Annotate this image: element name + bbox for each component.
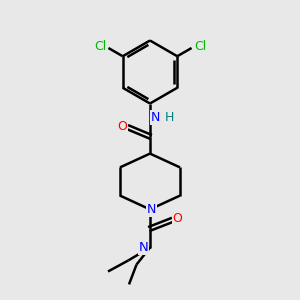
Text: O: O bbox=[118, 120, 127, 133]
Text: N: N bbox=[151, 111, 160, 124]
Text: Cl: Cl bbox=[94, 40, 106, 53]
Text: O: O bbox=[173, 212, 182, 226]
Text: Cl: Cl bbox=[194, 40, 206, 53]
Text: H: H bbox=[165, 111, 174, 124]
Text: N: N bbox=[139, 241, 148, 254]
Text: N: N bbox=[147, 203, 156, 216]
